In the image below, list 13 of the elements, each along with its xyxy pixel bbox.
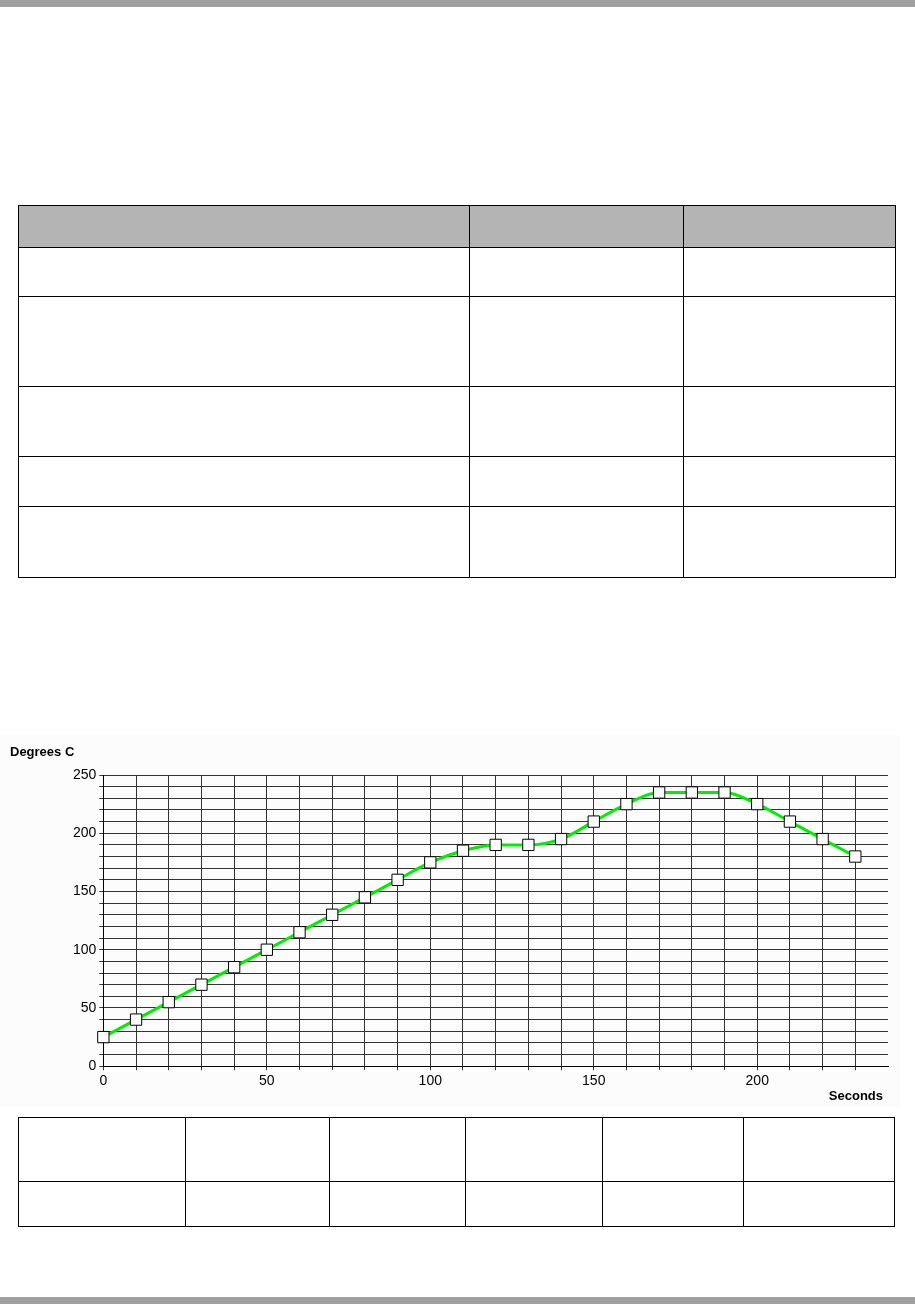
x-axis-title: Seconds: [828, 1087, 883, 1103]
y-tick-label: 50: [80, 998, 97, 1015]
y-tick-label: 150: [73, 882, 97, 899]
x-tick-label: 200: [745, 1072, 770, 1089]
y-axis-title: Degrees C: [10, 743, 75, 759]
x-tick-label: 0: [99, 1072, 108, 1089]
x-tick-label: 100: [418, 1072, 443, 1089]
y-tick-label: 0: [88, 1057, 97, 1074]
y-tick-label: 250: [73, 765, 97, 782]
y-tick-label: 200: [73, 824, 97, 841]
x-tick-label: 150: [582, 1072, 606, 1089]
x-tick-label: 50: [259, 1072, 275, 1089]
y-tick-label: 100: [73, 940, 97, 957]
